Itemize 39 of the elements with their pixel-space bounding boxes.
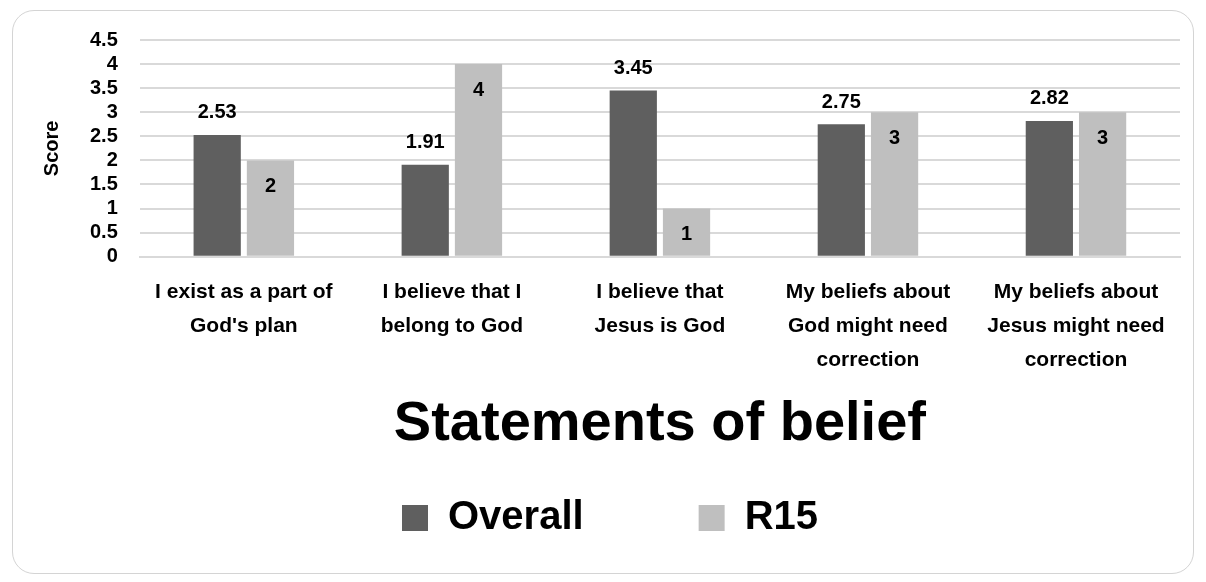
bar: [246, 160, 295, 256]
bar: [609, 90, 657, 256]
data-label: 3.45: [613, 56, 653, 79]
y-tick-label: 2.5: [89, 123, 118, 146]
bar: [817, 124, 865, 256]
bar: [401, 164, 449, 256]
y-tick-label: 0.5: [89, 220, 118, 243]
bar: [1025, 120, 1073, 256]
data-label: 1.91: [405, 130, 445, 153]
y-axis-title: Score: [39, 120, 62, 177]
data-label: 3: [1097, 125, 1109, 148]
bar: [454, 64, 503, 256]
y-tick-label: 2: [106, 147, 118, 170]
legend-label: R15: [744, 493, 819, 538]
y-tick-label: 0: [106, 244, 118, 267]
legend-label: Overall: [447, 493, 584, 538]
data-label: 2.53: [197, 100, 237, 123]
x-tick-label: My beliefs about Jesus might need correction: [987, 278, 1165, 370]
y-tick-label: 1: [106, 196, 118, 219]
y-tick-label: 1.5: [89, 172, 118, 195]
x-axis-title: Statements of belief: [393, 388, 927, 452]
y-tick-label: 4: [106, 51, 119, 74]
data-label: 2.82: [1029, 86, 1069, 109]
x-tick-label: My beliefs about God might need correction: [785, 278, 951, 370]
y-tick-label: 3.5: [89, 75, 118, 98]
y-tick-label: 3: [106, 99, 118, 122]
data-label: 1: [680, 222, 693, 245]
bar: [662, 208, 711, 256]
x-tick-label: I exist as a part of God's plan: [155, 278, 334, 336]
y-tick-label: 4.5: [89, 27, 118, 50]
data-label: 4: [472, 77, 485, 100]
x-tick-label: I believe that I belong to God: [380, 278, 524, 336]
data-label: 2.75: [821, 89, 861, 112]
data-label: 2: [264, 173, 277, 196]
bar: [1078, 112, 1127, 256]
data-label: 3: [889, 125, 901, 148]
bar: [870, 112, 919, 256]
x-tick-label: I believe that Jesus is God: [594, 278, 726, 336]
bar: [193, 134, 241, 256]
